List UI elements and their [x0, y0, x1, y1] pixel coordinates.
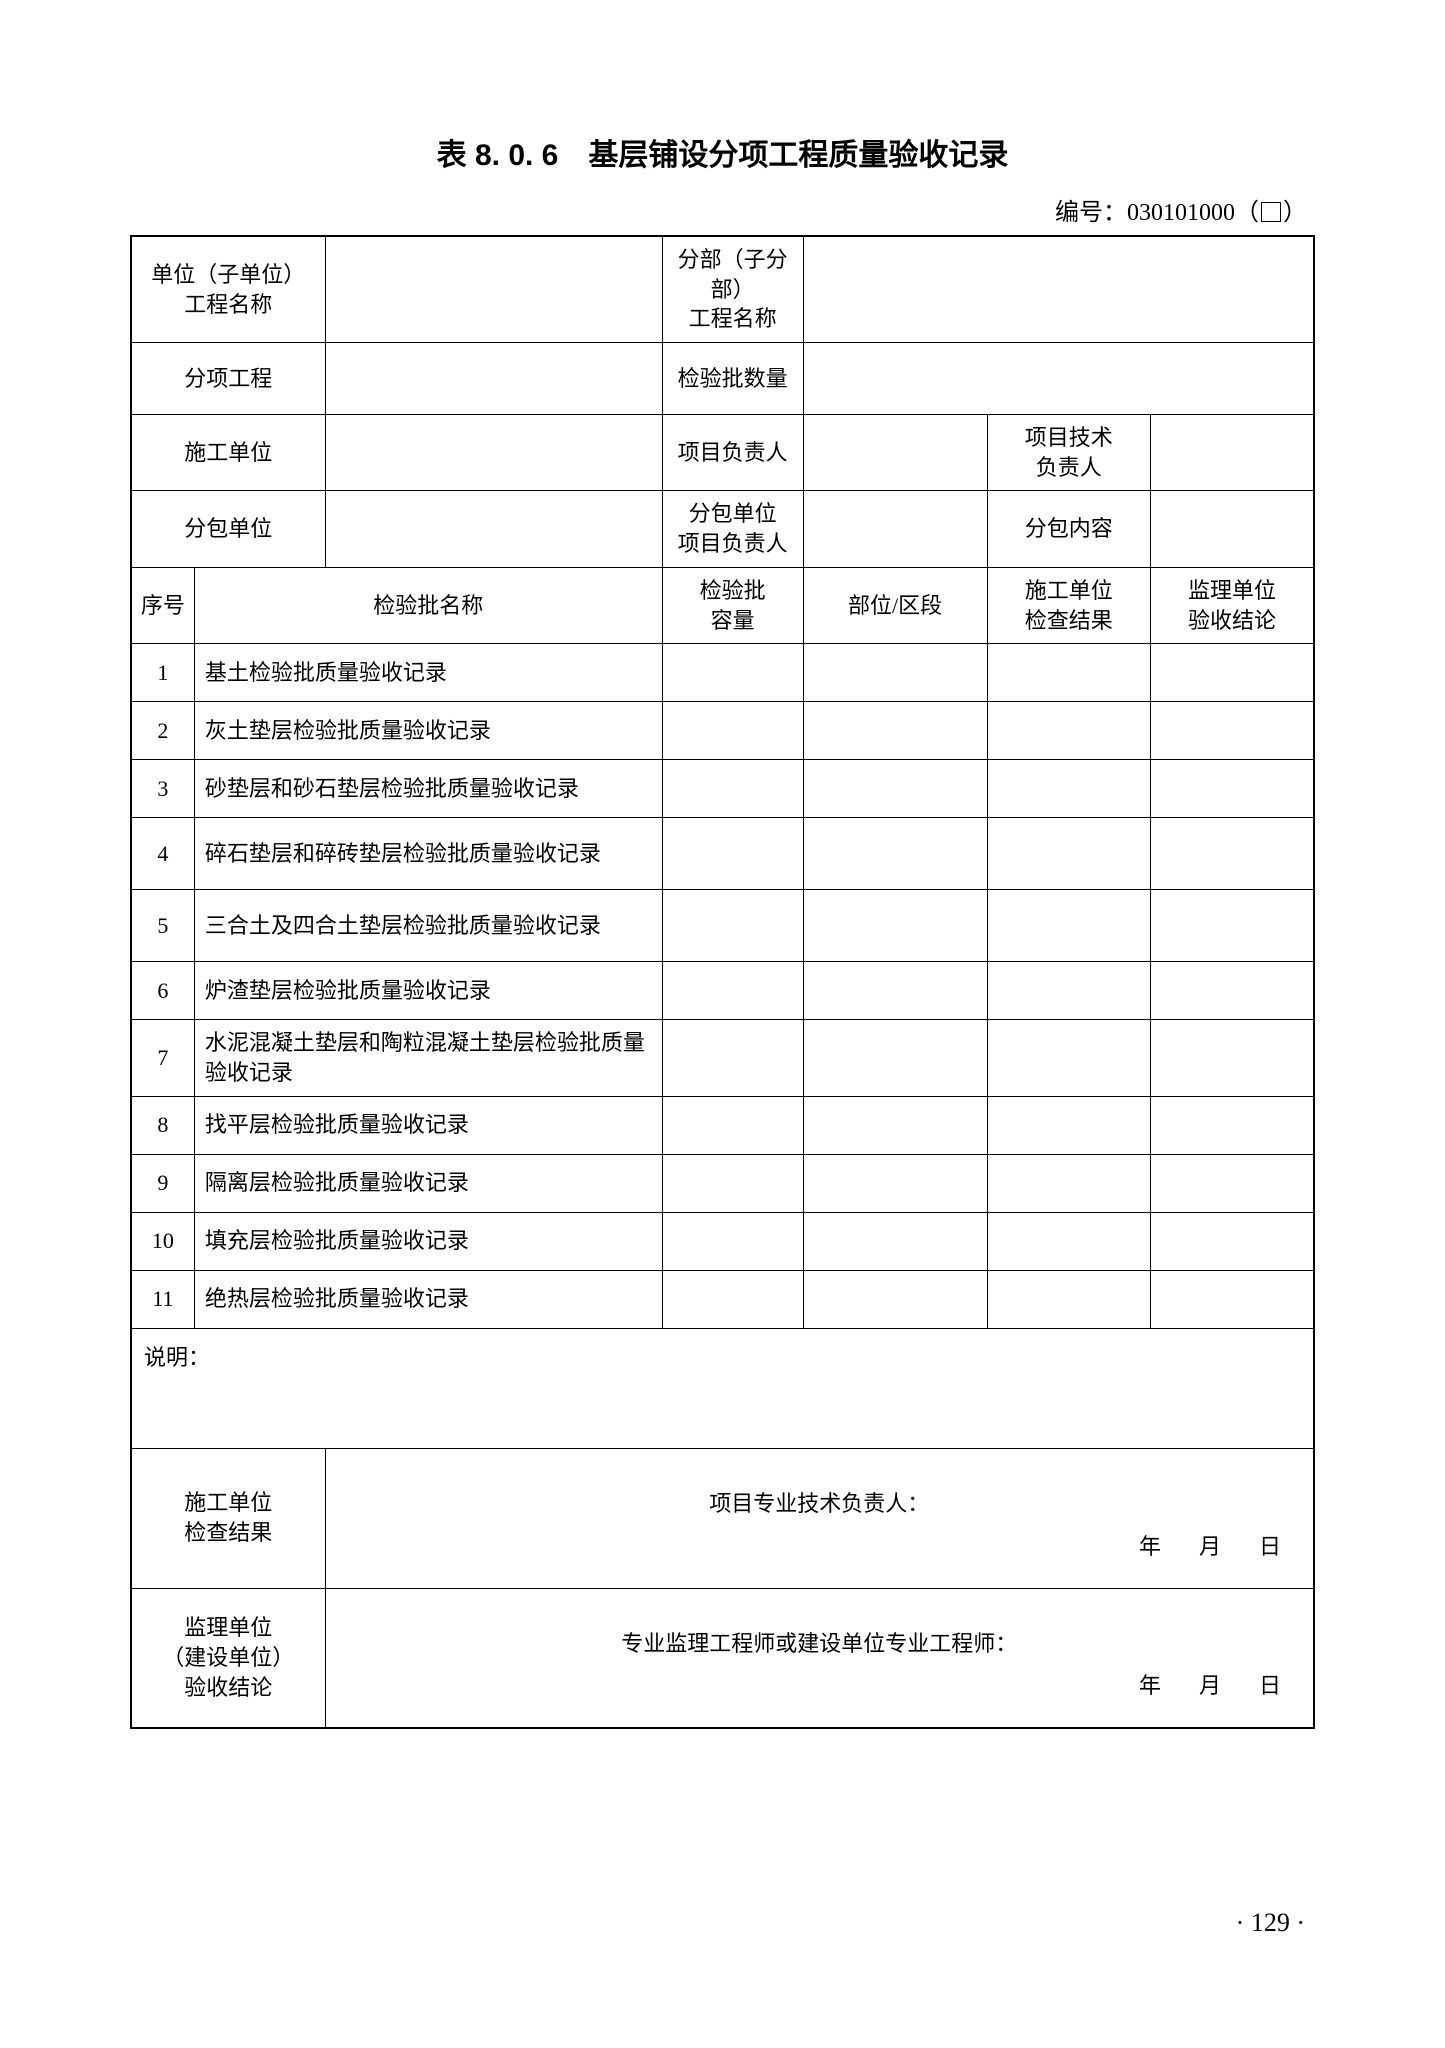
row-seq: 5	[131, 890, 194, 962]
col-section: 部位/区段	[803, 567, 987, 643]
row-seq: 9	[131, 1154, 194, 1212]
col-supervision-conclusion: 监理单位验收结论	[1150, 567, 1314, 643]
doc-number-suffix: ）	[1283, 200, 1307, 226]
row-name: 水泥混凝土垫层和陶粒混凝土垫层检验批质量验收记录	[194, 1020, 662, 1096]
row-name: 基土检验批质量验收记录	[194, 644, 662, 702]
doc-number: 编号：030101000（ ）	[130, 192, 1315, 227]
page-number: · 129 ·	[1236, 1908, 1305, 1938]
subcontractor-leader-label: 分包单位项目负责人	[662, 491, 803, 567]
tech-leader-label: 项目技术负责人	[987, 415, 1150, 491]
row-name: 砂垫层和砂石垫层检验批质量验收记录	[194, 760, 662, 818]
row-seq: 1	[131, 644, 194, 702]
table-row: 1 基土检验批质量验收记录	[131, 644, 1314, 702]
unit-name-value	[325, 236, 662, 343]
page-title: 表 8. 0. 6 基层铺设分项工程质量验收记录	[130, 130, 1315, 174]
construction-unit-label: 施工单位	[131, 415, 325, 491]
row-section	[803, 644, 987, 702]
sig-supervision-label: 监理单位（建设单位）验收结论	[131, 1588, 325, 1728]
table-row: 7 水泥混凝土垫层和陶粒混凝土垫层检验批质量验收记录	[131, 1020, 1314, 1096]
row-seq: 7	[131, 1020, 194, 1096]
col-seq: 序号	[131, 567, 194, 643]
table-row: 10 填充层检验批质量验收记录	[131, 1212, 1314, 1270]
batch-count-label: 检验批数量	[662, 343, 803, 415]
row-capacity	[662, 644, 803, 702]
sig-construction-label: 施工单位检查结果	[131, 1448, 325, 1588]
table-row: 4 碎石垫层和碎砖垫层检验批质量验收记录	[131, 818, 1314, 890]
row-name: 炉渣垫层检验批质量验收记录	[194, 962, 662, 1020]
row-name: 填充层检验批质量验收记录	[194, 1212, 662, 1270]
table-row: 3 砂垫层和砂石垫层检验批质量验收记录	[131, 760, 1314, 818]
table-row: 6 炉渣垫层检验批质量验收记录	[131, 962, 1314, 1020]
sig-supervision-signer: 专业监理工程师或建设单位专业工程师：	[621, 1629, 1017, 1659]
row-seq: 11	[131, 1270, 194, 1328]
row-seq: 2	[131, 702, 194, 760]
subitem-project-label: 分项工程	[131, 343, 325, 415]
col-capacity: 检验批容量	[662, 567, 803, 643]
inspection-table: 单位（子单位）工程名称 分部（子分部）工程名称 分项工程 检验批数量 施工单位 …	[130, 235, 1315, 1729]
sig-supervision-content: 专业监理工程师或建设单位专业工程师： 年 月 日	[325, 1588, 1314, 1728]
doc-number-prefix: 编号：030101000（	[1055, 200, 1259, 226]
row-seq: 4	[131, 818, 194, 890]
subcontractor-leader-value	[803, 491, 987, 567]
row-result	[987, 644, 1150, 702]
row-name: 找平层检验批质量验收记录	[194, 1096, 662, 1154]
row-name: 碎石垫层和碎砖垫层检验批质量验收记录	[194, 818, 662, 890]
row-name: 绝热层检验批质量验收记录	[194, 1270, 662, 1328]
table-row: 5 三合土及四合土垫层检验批质量验收记录	[131, 890, 1314, 962]
row-seq: 6	[131, 962, 194, 1020]
checkbox-icon	[1261, 202, 1281, 222]
row-name: 隔离层检验批质量验收记录	[194, 1154, 662, 1212]
subcontract-content-label: 分包内容	[987, 491, 1150, 567]
row-conclusion	[1150, 644, 1314, 702]
construction-unit-value	[325, 415, 662, 491]
row-seq: 8	[131, 1096, 194, 1154]
batch-count-value	[803, 343, 1314, 415]
table-row: 8 找平层检验批质量验收记录	[131, 1096, 1314, 1154]
table-row: 2 灰土垫层检验批质量验收记录	[131, 702, 1314, 760]
subcontractor-label: 分包单位	[131, 491, 325, 567]
row-seq: 10	[131, 1212, 194, 1270]
sub-unit-name-label: 分部（子分部）工程名称	[662, 236, 803, 343]
table-row: 11 绝热层检验批质量验收记录	[131, 1270, 1314, 1328]
col-construction-result: 施工单位检查结果	[987, 567, 1150, 643]
sig-supervision-date: 年 月 日	[1139, 1671, 1289, 1701]
sub-unit-name-value	[803, 236, 1314, 343]
project-leader-label: 项目负责人	[662, 415, 803, 491]
table-row: 9 隔离层检验批质量验收记录	[131, 1154, 1314, 1212]
subitem-project-value	[325, 343, 662, 415]
unit-name-label: 单位（子单位）工程名称	[131, 236, 325, 343]
col-batch-name: 检验批名称	[194, 567, 662, 643]
subcontract-content-value	[1150, 491, 1314, 567]
tech-leader-value	[1150, 415, 1314, 491]
row-name: 灰土垫层检验批质量验收记录	[194, 702, 662, 760]
row-name: 三合土及四合土垫层检验批质量验收记录	[194, 890, 662, 962]
subcontractor-value	[325, 491, 662, 567]
sig-construction-date: 年 月 日	[1139, 1532, 1289, 1562]
notes-cell: 说明：	[131, 1328, 1314, 1448]
sig-construction-content: 项目专业技术负责人： 年 月 日	[325, 1448, 1314, 1588]
row-seq: 3	[131, 760, 194, 818]
sig-construction-signer: 项目专业技术负责人：	[709, 1489, 929, 1519]
project-leader-value	[803, 415, 987, 491]
